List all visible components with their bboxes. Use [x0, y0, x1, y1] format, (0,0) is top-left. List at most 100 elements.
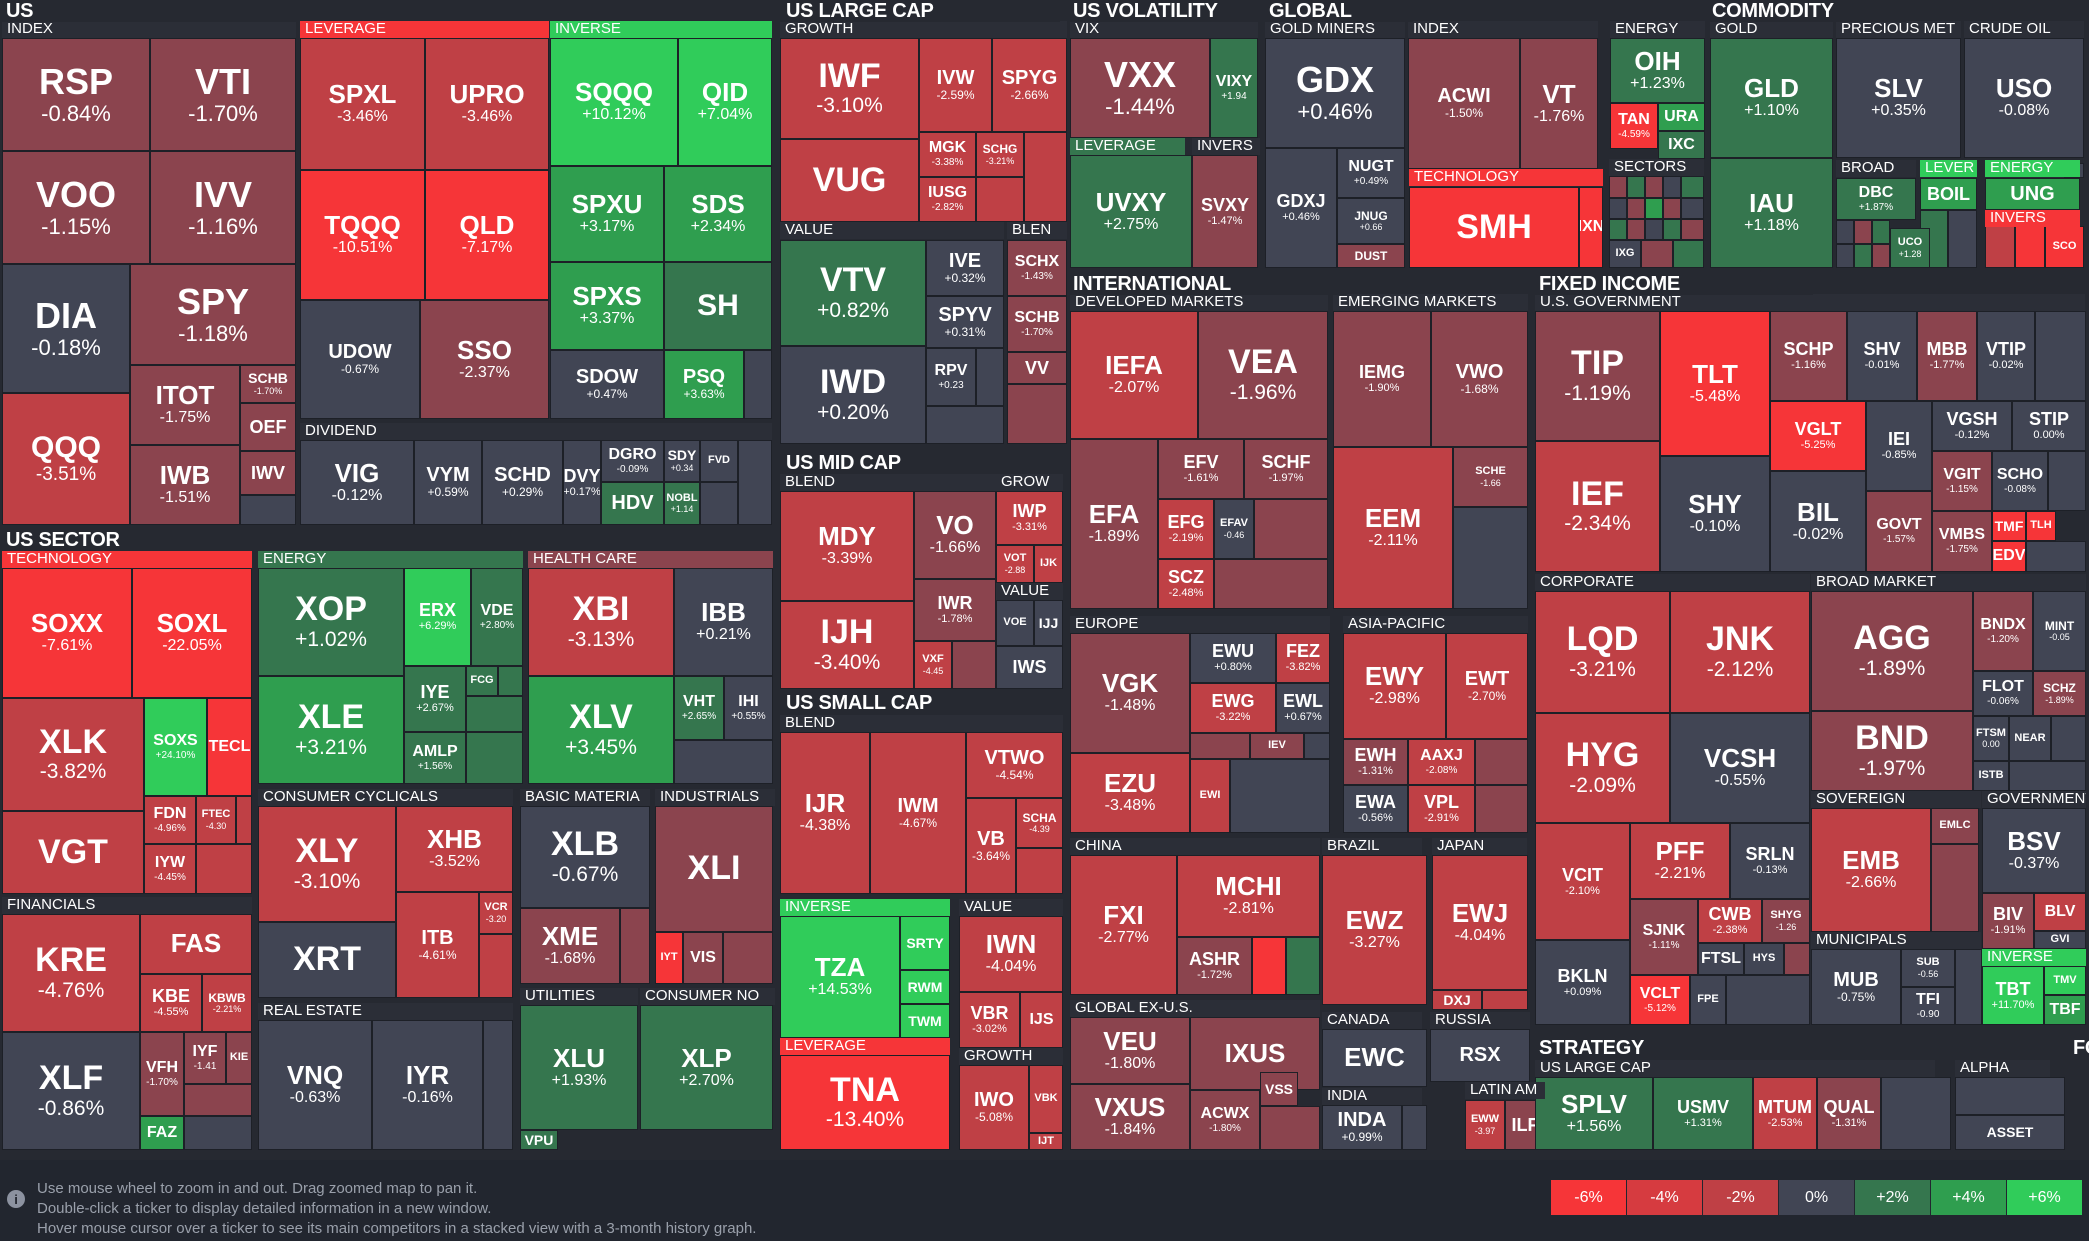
- ticker-tile-small[interactable]: [1645, 176, 1663, 198]
- ticker-tile-blv[interactable]: BLV: [2034, 893, 2086, 931]
- ticker-tile-svxy[interactable]: SVXY -1.47%: [1192, 155, 1258, 268]
- ticker-tile-vht[interactable]: VHT +2.65%: [674, 676, 724, 740]
- ticker-tile-iyt[interactable]: IYT: [655, 932, 683, 984]
- ticker-tile-twm[interactable]: TWM: [900, 1004, 950, 1038]
- ticker-tile-vmbs[interactable]: VMBS -1.75%: [1932, 511, 1992, 572]
- ticker-tile-jnk[interactable]: JNK -2.12%: [1670, 591, 1810, 713]
- ticker-tile-vss[interactable]: VSS: [1260, 1072, 1298, 1106]
- ticker-tile-mchi[interactable]: MCHI -2.81%: [1177, 855, 1320, 937]
- ticker-tile-vxx[interactable]: VXX -1.44%: [1070, 38, 1210, 138]
- ticker-tile-small[interactable]: [1673, 240, 1704, 268]
- ticker-tile-spyg[interactable]: SPYG -2.66%: [992, 38, 1067, 132]
- ticker-tile-fvd[interactable]: FVD: [700, 440, 738, 482]
- ticker-tile-vwo[interactable]: VWO -1.68%: [1431, 311, 1528, 447]
- ticker-tile-rpv[interactable]: RPV +0.23: [926, 348, 976, 406]
- ticker-tile-mtum[interactable]: MTUM -2.53%: [1753, 1077, 1817, 1150]
- ticker-tile-usmv[interactable]: USMV +1.31%: [1653, 1077, 1753, 1150]
- ticker-tile-small[interactable]: [738, 440, 772, 525]
- ticker-tile-amlp[interactable]: AMLP +1.56%: [404, 732, 466, 784]
- ticker-tile-small[interactable]: [1854, 244, 1872, 268]
- ticker-tile-scha[interactable]: SCHA -4.39: [1016, 798, 1063, 848]
- ticker-tile-vt[interactable]: VT -1.76%: [1520, 38, 1598, 169]
- ticker-tile-small[interactable]: [236, 796, 252, 844]
- ticker-tile-small[interactable]: [1453, 507, 1528, 609]
- ticker-tile-xrt[interactable]: XRT: [258, 922, 396, 998]
- ticker-tile-ivw[interactable]: IVW -2.59%: [919, 38, 992, 132]
- ticker-tile-boil[interactable]: BOIL: [1920, 178, 1977, 210]
- ticker-tile-shyg[interactable]: SHYG -1.26: [1762, 899, 1810, 943]
- ticker-tile-small[interactable]: [1475, 739, 1528, 785]
- ticker-tile-schz[interactable]: SCHZ -1.89%: [2033, 671, 2086, 716]
- ticker-tile-ijt[interactable]: IJT: [1029, 1133, 1063, 1150]
- ticker-tile-small[interactable]: [1872, 244, 1890, 268]
- ticker-tile-schx[interactable]: SCHX -1.43%: [1007, 240, 1067, 296]
- ticker-tile-small[interactable]: [1007, 384, 1067, 444]
- ticker-tile-xly[interactable]: XLY -3.10%: [258, 806, 396, 922]
- ticker-tile-tecl[interactable]: TECL: [207, 698, 252, 796]
- ticker-tile-bsv[interactable]: BSV -0.37%: [1982, 808, 2086, 893]
- ticker-tile-gld[interactable]: GLD +1.10%: [1710, 38, 1833, 158]
- ticker-tile-ezu[interactable]: EZU -3.48%: [1070, 753, 1190, 833]
- ticker-tile-kbwb[interactable]: KBWB -2.21%: [202, 974, 252, 1032]
- ticker-tile-vv[interactable]: VV: [1007, 352, 1067, 384]
- ticker-tile-small[interactable]: [1190, 733, 1250, 759]
- ticker-tile-iwp[interactable]: IWP -3.31%: [996, 491, 1063, 545]
- etf-heatmap[interactable]: RSP -0.84% VTI -1.70% VOO -1.15% IVV -1.16% DIA -…: [0, 0, 2089, 1160]
- ticker-tile-efv[interactable]: EFV -1.61%: [1158, 439, 1244, 499]
- ticker-tile-agg[interactable]: AGG -1.89%: [1811, 591, 1973, 711]
- ticker-tile-small[interactable]: [1627, 219, 1645, 240]
- ticker-tile-soxl[interactable]: SOXL -22.05%: [132, 568, 252, 698]
- ticker-tile-sub[interactable]: SUB -0.56: [1901, 949, 1955, 987]
- ticker-tile-xlk[interactable]: XLK -3.82%: [2, 698, 144, 811]
- ticker-tile-small[interactable]: [1955, 1077, 2065, 1115]
- ticker-tile-small[interactable]: [2048, 451, 2086, 511]
- ticker-tile-small[interactable]: [2009, 761, 2086, 791]
- ticker-tile-rwm[interactable]: RWM: [900, 970, 950, 1004]
- ticker-tile-efa[interactable]: EFA -1.89%: [1070, 439, 1158, 609]
- ticker-tile-fxi[interactable]: FXI -2.77%: [1070, 855, 1177, 995]
- ticker-tile-small[interactable]: [1230, 759, 1330, 833]
- ticker-tile-emlc[interactable]: EMLC: [1931, 808, 1979, 844]
- ticker-tile-tmv[interactable]: TMV: [2044, 966, 2086, 995]
- ticker-tile-spxu[interactable]: SPXU +3.17%: [550, 166, 664, 262]
- ticker-tile-mub[interactable]: MUB -0.75%: [1811, 949, 1901, 1025]
- ticker-tile-small[interactable]: [976, 177, 1024, 222]
- ticker-tile-vti[interactable]: VTI -1.70%: [150, 38, 296, 151]
- ticker-tile-xlp[interactable]: XLP +2.70%: [640, 1005, 773, 1130]
- ticker-tile-ura[interactable]: URA: [1658, 103, 1705, 131]
- ticker-tile-ashr[interactable]: ASHR -1.72%: [1177, 937, 1252, 995]
- ticker-tile-iye[interactable]: IYE +2.67%: [404, 666, 466, 732]
- ticker-tile-aaxj[interactable]: AAXJ -2.08%: [1408, 739, 1475, 785]
- ticker-tile-tlh[interactable]: TLH: [2026, 511, 2056, 541]
- ticker-tile-eww[interactable]: EWW -3.97: [1465, 1100, 1505, 1150]
- ticker-tile-vbr[interactable]: VBR -3.02%: [959, 992, 1020, 1048]
- ticker-tile-small[interactable]: [1663, 198, 1681, 219]
- ticker-tile-istb[interactable]: ISTB: [1973, 761, 2009, 791]
- ticker-tile-vcsh[interactable]: VCSH -0.55%: [1670, 713, 1810, 823]
- ticker-tile-dbc[interactable]: DBC +1.87%: [1836, 178, 1916, 220]
- ticker-tile-small[interactable]: [1663, 176, 1681, 198]
- ticker-tile-qld[interactable]: QLD -7.17%: [425, 170, 549, 300]
- ticker-tile-ewc[interactable]: EWC: [1322, 1029, 1427, 1087]
- ticker-tile-govt[interactable]: GOVT -1.57%: [1866, 491, 1932, 572]
- ticker-tile-tmf[interactable]: TMF: [1992, 511, 2026, 541]
- ticker-tile-ewt[interactable]: EWT -2.70%: [1446, 633, 1528, 739]
- ticker-tile-iwd[interactable]: IWD +0.20%: [780, 346, 926, 444]
- ticker-tile-dia[interactable]: DIA -0.18%: [2, 264, 130, 393]
- ticker-tile-shy[interactable]: SHY -0.10%: [1660, 456, 1770, 572]
- ticker-tile-rsp[interactable]: RSP -0.84%: [2, 38, 150, 151]
- ticker-tile-small[interactable]: [1402, 1105, 1427, 1150]
- ticker-tile-mbb[interactable]: MBB -1.77%: [1917, 311, 1977, 401]
- ticker-tile-scho[interactable]: SCHO -0.08%: [1992, 451, 2048, 511]
- ticker-tile-sds[interactable]: SDS +2.34%: [664, 166, 772, 262]
- ticker-tile-shv[interactable]: SHV -0.01%: [1847, 311, 1917, 401]
- ticker-tile-small[interactable]: [1681, 198, 1704, 219]
- ticker-tile-vpl[interactable]: VPL -2.91%: [1408, 785, 1475, 833]
- ticker-tile-iwv[interactable]: IWV: [240, 451, 296, 495]
- ticker-tile-ftsm[interactable]: FTSM 0.00: [1973, 716, 2009, 761]
- ticker-tile-ixg[interactable]: IXG: [1609, 240, 1641, 268]
- ticker-tile-ewj[interactable]: EWJ -4.04%: [1432, 855, 1528, 990]
- ticker-tile-small[interactable]: [1252, 937, 1286, 995]
- ticker-tile-fcg[interactable]: FCG: [466, 666, 498, 696]
- ticker-tile-vo[interactable]: VO -1.66%: [914, 491, 996, 579]
